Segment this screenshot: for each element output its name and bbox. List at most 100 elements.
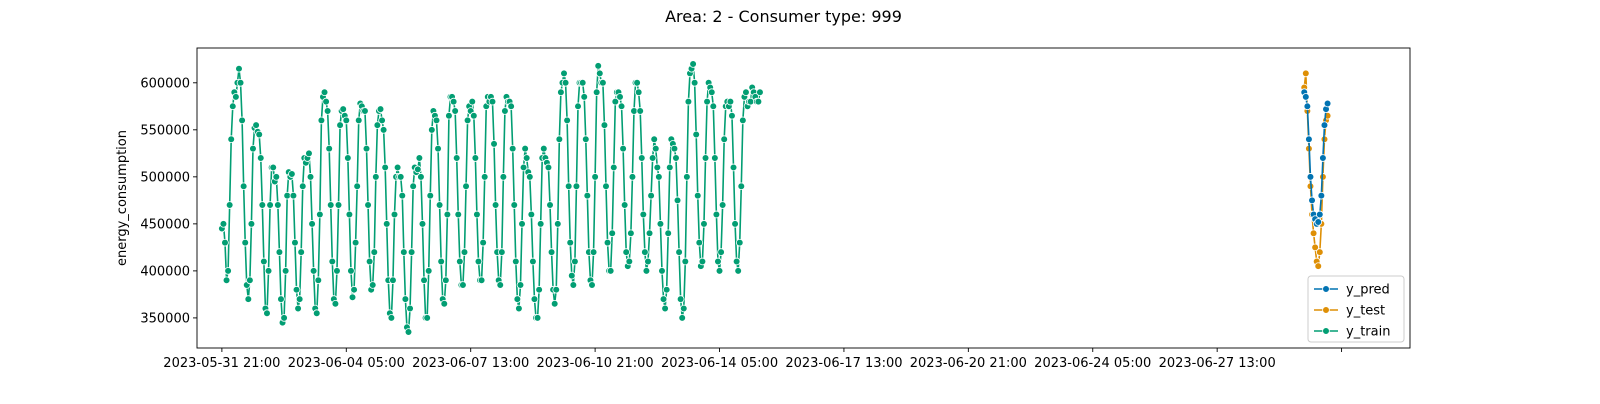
- y-tick-label: 400000: [140, 264, 190, 279]
- data-point: [274, 201, 282, 209]
- data-point: [544, 163, 553, 172]
- data-point: [390, 210, 399, 219]
- data-point: [557, 88, 565, 96]
- data-point: [378, 116, 386, 125]
- data-point: [574, 102, 582, 111]
- data-point: [655, 173, 663, 181]
- data-point: [617, 102, 626, 111]
- data-point: [1320, 121, 1329, 129]
- data-point: [325, 144, 333, 153]
- x-tick-label: 2023-06-07 13:00: [412, 356, 529, 371]
- data-point: [246, 276, 254, 285]
- data-point: [571, 257, 579, 266]
- data-point: [462, 182, 470, 191]
- data-point: [1316, 248, 1324, 256]
- data-point: [266, 201, 274, 209]
- data-point: [563, 116, 571, 125]
- data-point: [533, 314, 542, 322]
- data-point: [508, 144, 517, 153]
- data-point: [609, 163, 618, 172]
- data-point: [692, 130, 700, 139]
- data-point: [1311, 243, 1319, 252]
- data-point: [729, 163, 738, 172]
- data-point: [700, 220, 708, 228]
- data-point: [1303, 102, 1312, 111]
- data-point: [651, 144, 660, 153]
- data-point: [592, 88, 601, 96]
- data-point: [437, 257, 445, 266]
- data-point: [224, 267, 232, 275]
- data-point: [703, 97, 711, 106]
- data-point: [306, 173, 315, 181]
- data-point: [460, 248, 469, 256]
- data-point: [611, 97, 620, 106]
- data-point: [370, 248, 379, 256]
- data-point: [235, 64, 243, 73]
- data-point: [599, 79, 607, 87]
- data-point: [684, 97, 693, 106]
- legend-marker: [1322, 285, 1330, 293]
- data-point: [516, 281, 525, 289]
- data-point: [603, 238, 612, 247]
- data-point: [277, 295, 285, 303]
- data-point: [292, 285, 301, 294]
- data-point: [588, 281, 596, 289]
- y-tick-label: 350000: [140, 311, 190, 326]
- data-point: [249, 144, 257, 153]
- data-point: [491, 201, 500, 209]
- data-point: [1316, 210, 1324, 219]
- data-point: [1317, 191, 1326, 200]
- data-point: [602, 182, 610, 191]
- data-point: [255, 130, 264, 139]
- data-point: [239, 182, 248, 191]
- data-point: [679, 304, 688, 313]
- data-point: [393, 163, 402, 172]
- data-point: [658, 267, 666, 275]
- data-point: [256, 154, 265, 162]
- data-point: [328, 257, 337, 266]
- data-point: [530, 295, 539, 303]
- data-point: [1305, 135, 1313, 144]
- data-point: [737, 182, 746, 191]
- data-point: [527, 210, 536, 219]
- data-point: [714, 257, 722, 266]
- data-point: [353, 182, 361, 191]
- data-point: [414, 165, 422, 174]
- y-tick-label: 600000: [140, 76, 190, 91]
- data-point: [606, 267, 615, 275]
- data-point: [440, 299, 449, 308]
- data-point: [473, 210, 481, 219]
- data-point: [435, 201, 444, 209]
- data-point: [283, 191, 292, 200]
- data-point: [1314, 262, 1323, 270]
- legend-label: y_test: [1346, 304, 1385, 319]
- data-point: [400, 248, 408, 256]
- series-y-pred: [1300, 88, 1332, 228]
- data-point: [608, 229, 617, 238]
- data-point: [678, 314, 686, 322]
- data-point: [734, 267, 742, 275]
- data-point: [1323, 99, 1332, 108]
- data-point: [305, 149, 313, 158]
- data-point: [739, 116, 747, 125]
- data-point: [336, 121, 344, 129]
- data-point: [263, 309, 271, 318]
- data-point: [222, 276, 231, 285]
- data-point: [683, 173, 691, 181]
- data-point: [415, 154, 424, 162]
- data-point: [281, 267, 290, 275]
- data-point: [480, 173, 489, 181]
- data-point: [1306, 173, 1315, 181]
- x-tick-label: 2023-05-31 21:00: [163, 356, 280, 371]
- data-point: [519, 163, 528, 172]
- data-point: [354, 116, 363, 125]
- data-point: [320, 88, 329, 96]
- data-point: [717, 248, 725, 256]
- data-point: [219, 220, 228, 228]
- data-point: [647, 191, 655, 200]
- data-point: [309, 267, 318, 275]
- data-point: [258, 201, 267, 209]
- data-point: [298, 182, 307, 191]
- data-point: [334, 201, 343, 209]
- data-point: [227, 135, 236, 144]
